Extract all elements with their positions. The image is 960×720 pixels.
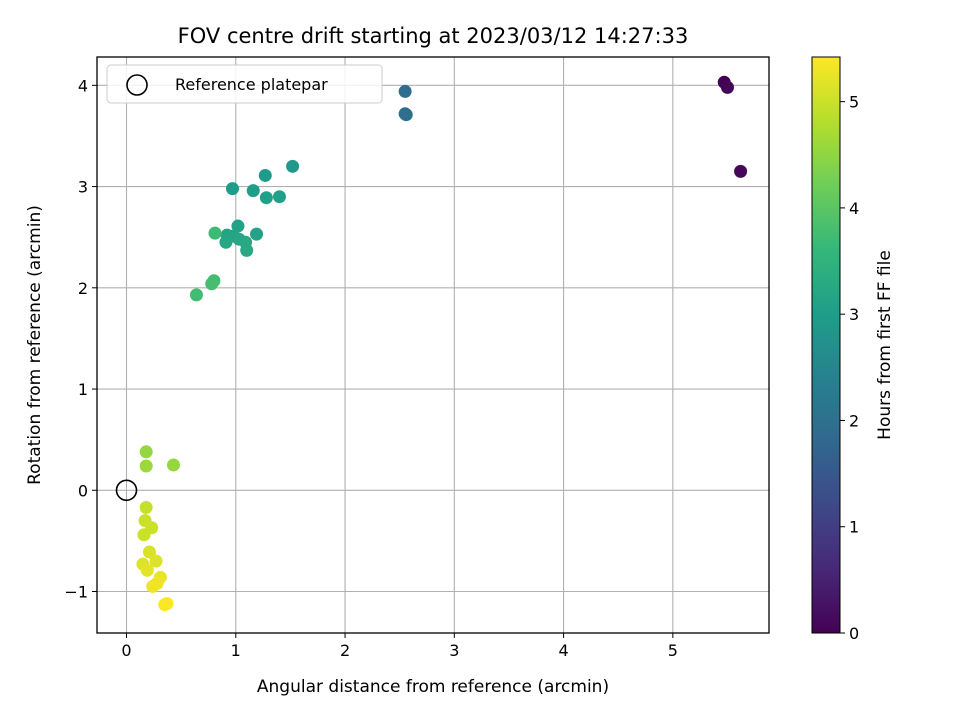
colorbar-tick-label: 5 bbox=[849, 93, 859, 112]
y-axis-label: Rotation from reference (arcmin) bbox=[25, 205, 45, 485]
colorbar-tick-label: 4 bbox=[849, 199, 859, 218]
data-point bbox=[720, 80, 734, 94]
colorbar-tick-label: 3 bbox=[849, 305, 859, 324]
x-axis: 0 1 2 3 4 5 bbox=[121, 633, 678, 660]
data-point bbox=[272, 190, 286, 204]
x-tick-label: 4 bbox=[558, 641, 568, 660]
data-points bbox=[136, 75, 748, 612]
plot-frame bbox=[96, 56, 770, 634]
y-axis: −1 0 1 2 3 4 bbox=[64, 76, 97, 601]
data-point bbox=[734, 164, 748, 178]
data-point bbox=[139, 445, 153, 459]
data-point bbox=[240, 243, 254, 257]
data-point bbox=[399, 108, 413, 122]
data-point bbox=[208, 226, 222, 240]
data-point bbox=[189, 288, 203, 302]
colorbar-tick-label: 0 bbox=[849, 624, 859, 643]
reference-marker-layer bbox=[115, 479, 138, 502]
data-point bbox=[142, 545, 156, 559]
chart-title: FOV centre drift starting at 2023/03/12 … bbox=[178, 24, 689, 48]
legend-label: Reference platepar bbox=[175, 75, 328, 94]
data-point bbox=[139, 459, 153, 473]
reference-platepar-marker bbox=[115, 479, 138, 502]
legend: Reference platepar bbox=[106, 64, 383, 104]
data-point bbox=[139, 500, 153, 514]
y-tick-label: 2 bbox=[78, 279, 88, 298]
data-point bbox=[258, 168, 272, 182]
data-point bbox=[137, 528, 151, 542]
x-tick-label: 3 bbox=[449, 641, 459, 660]
data-point bbox=[259, 191, 273, 205]
y-tick-label: 4 bbox=[78, 76, 88, 95]
legend-box bbox=[106, 64, 383, 104]
data-point bbox=[166, 458, 180, 472]
x-tick-label: 0 bbox=[121, 641, 131, 660]
colorbar: 0 1 2 3 4 5 bbox=[811, 56, 859, 643]
y-tick-label: 3 bbox=[78, 178, 88, 197]
data-point bbox=[146, 579, 160, 593]
data-point bbox=[158, 598, 172, 612]
y-tick-label: 0 bbox=[78, 481, 88, 500]
legend-marker-open-circle bbox=[126, 74, 148, 96]
y-tick-label: −1 bbox=[64, 582, 88, 601]
data-point bbox=[205, 277, 219, 291]
data-point bbox=[225, 182, 239, 196]
x-axis-label: Angular distance from reference (arcmin) bbox=[257, 677, 609, 697]
colorbar-tick-label: 1 bbox=[849, 518, 859, 537]
data-point bbox=[250, 227, 264, 241]
data-point bbox=[231, 219, 245, 233]
data-point bbox=[219, 235, 233, 249]
colorbar-tick-label: 2 bbox=[849, 411, 859, 430]
colorbar-gradient bbox=[811, 56, 841, 634]
x-tick-label: 2 bbox=[340, 641, 350, 660]
colorbar-label: Hours from first FF file bbox=[875, 250, 895, 440]
grid bbox=[97, 57, 769, 633]
data-point bbox=[286, 159, 300, 173]
y-tick-label: 1 bbox=[78, 380, 88, 399]
data-point bbox=[246, 184, 260, 198]
data-point bbox=[398, 84, 412, 98]
x-tick-label: 5 bbox=[668, 641, 678, 660]
data-point bbox=[140, 563, 154, 577]
x-tick-label: 1 bbox=[231, 641, 241, 660]
data-point bbox=[149, 554, 163, 568]
